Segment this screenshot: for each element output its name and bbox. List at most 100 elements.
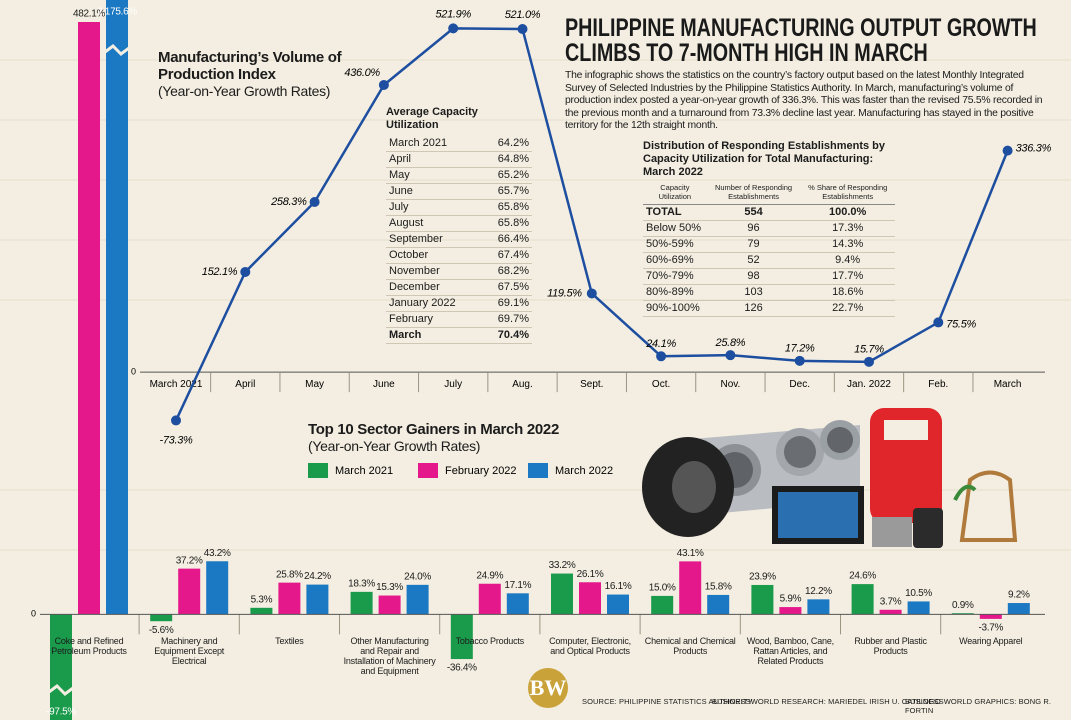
table-cell: 64.2% [482, 136, 532, 152]
data-label: 24.1% [645, 338, 676, 350]
line-chart-title: Manufacturing’s Volume of Production Ind… [158, 49, 342, 83]
table-cell: January 2022 [386, 295, 483, 312]
data-label: 43.2% [204, 548, 231, 559]
table-row: April 64.8% [386, 151, 532, 168]
x-tick-label: May [305, 379, 324, 390]
x-tick-label: Oct. [652, 379, 670, 390]
monitor-screen [778, 492, 858, 538]
bar [150, 614, 173, 622]
data-label: 2,175.6% [97, 7, 137, 18]
data-label: 24.2% [304, 571, 331, 582]
jerrycan [913, 508, 943, 548]
table-cell: 554 [706, 204, 801, 221]
bar [907, 601, 930, 615]
table-cell: March 2021 [386, 136, 483, 152]
data-label: 43.1% [677, 548, 704, 559]
table-title: Distribution of Responding Establishment… [643, 140, 886, 178]
line-chart-heading: Manufacturing’s Volume of Production Ind… [158, 49, 358, 100]
table-row: June 65.7% [386, 183, 532, 200]
main-title: PHILIPPINE MANUFACTURING OUTPUT GROWTH C… [565, 14, 1037, 67]
table-header-cell: % Share of Responding Establishments [800, 183, 895, 205]
bar [579, 582, 601, 615]
data-label: -36.4% [447, 663, 477, 674]
bar [607, 594, 629, 615]
table-cell: 17.7% [800, 268, 895, 285]
x-tick-label: Sept. [580, 379, 603, 390]
table-cell: 65.7% [482, 183, 532, 200]
line-point [725, 350, 736, 361]
data-label: 119.5% [547, 287, 582, 299]
table-cell: TOTAL [643, 204, 707, 221]
table-cell: 79 [706, 236, 801, 253]
axis-break [48, 684, 74, 696]
line-point [240, 266, 251, 277]
table-cell: 22.7% [800, 300, 895, 317]
data-label: 24.0% [404, 571, 431, 582]
table-cell: September [386, 231, 483, 248]
table-cell: 52 [706, 252, 801, 269]
bar [651, 595, 674, 615]
legend-label: March 2022 [555, 465, 613, 477]
line-point [517, 23, 528, 34]
data-label: -73.3% [159, 434, 193, 446]
y-tick-label: 0 [131, 367, 136, 377]
data-label: 75.5% [946, 318, 976, 330]
data-label: 33.2% [549, 560, 576, 571]
table: March 2021 64.2% April 64.8% May 65.2% June 65.… [386, 136, 532, 344]
illustration [642, 408, 1018, 548]
line-chart-subtitle: (Year-on-Year Growth Rates) [158, 83, 331, 99]
table-cell: 14.3% [800, 236, 895, 253]
x-tick-label: April [235, 379, 255, 390]
table-row: 70%-79% 98 17.7% [643, 268, 895, 285]
microwave [872, 517, 912, 547]
bar [178, 568, 201, 615]
table-cell: 18.6% [800, 284, 895, 301]
x-tick-label: Nov. [720, 379, 740, 390]
table-cell: 64.8% [482, 151, 532, 168]
data-label: 25.8% [715, 337, 746, 349]
x-tick-label: Wearing Apparel [959, 636, 1023, 647]
table-cell: May [386, 167, 483, 184]
bar [350, 591, 373, 615]
table-cell: August [386, 215, 483, 232]
data-table: Distribution of Responding Establishment… [643, 140, 895, 317]
background-grid [0, 59, 1071, 551]
x-tick-label: Textiles [275, 636, 304, 647]
data-label: 24.9% [476, 570, 503, 581]
data-label: 0.9% [952, 600, 974, 611]
x-tick-label: Machinery and Equipment Except Electrica… [154, 636, 225, 667]
data-label: 17.1% [504, 580, 531, 591]
table-cell: 69.7% [482, 311, 532, 328]
data-table: Average Capacity Utilization March 2021 64… [386, 106, 532, 344]
bar [879, 609, 902, 615]
data-label: 152.1% [202, 266, 238, 278]
data-label: 521.0% [505, 9, 541, 21]
bar [78, 21, 100, 615]
bar [50, 614, 72, 720]
table-cell: 67.5% [482, 279, 532, 296]
tire-rim [672, 461, 716, 513]
table-row: March 70.4% [386, 327, 532, 344]
data-label: 15.3% [376, 582, 403, 593]
axis-break [104, 44, 130, 56]
data-label: 436.0% [344, 67, 380, 79]
pipe-hole [827, 427, 853, 453]
footer-graphics: BUSINESSWORLD GRAPHICS: BONG R. FORTIN [905, 697, 1052, 715]
table-row: December 67.5% [386, 279, 532, 296]
table-row: March 2021 64.2% [386, 136, 532, 152]
line-point [448, 23, 459, 34]
legend-label: March 2021 [335, 465, 393, 477]
line-point [309, 197, 320, 208]
data-label: 12.2% [805, 586, 832, 597]
bar [851, 584, 874, 615]
bar [679, 561, 702, 615]
table-cell: October [386, 247, 483, 264]
data-label: 482.1% [73, 9, 106, 20]
table-row: November 68.2% [386, 263, 532, 280]
bar [206, 561, 229, 615]
y-tick-label: 0 [31, 609, 36, 619]
table-row: September 66.4% [386, 231, 532, 248]
data-label: 10.5% [905, 588, 932, 599]
table-title: Average Capacity Utilization [386, 106, 478, 131]
